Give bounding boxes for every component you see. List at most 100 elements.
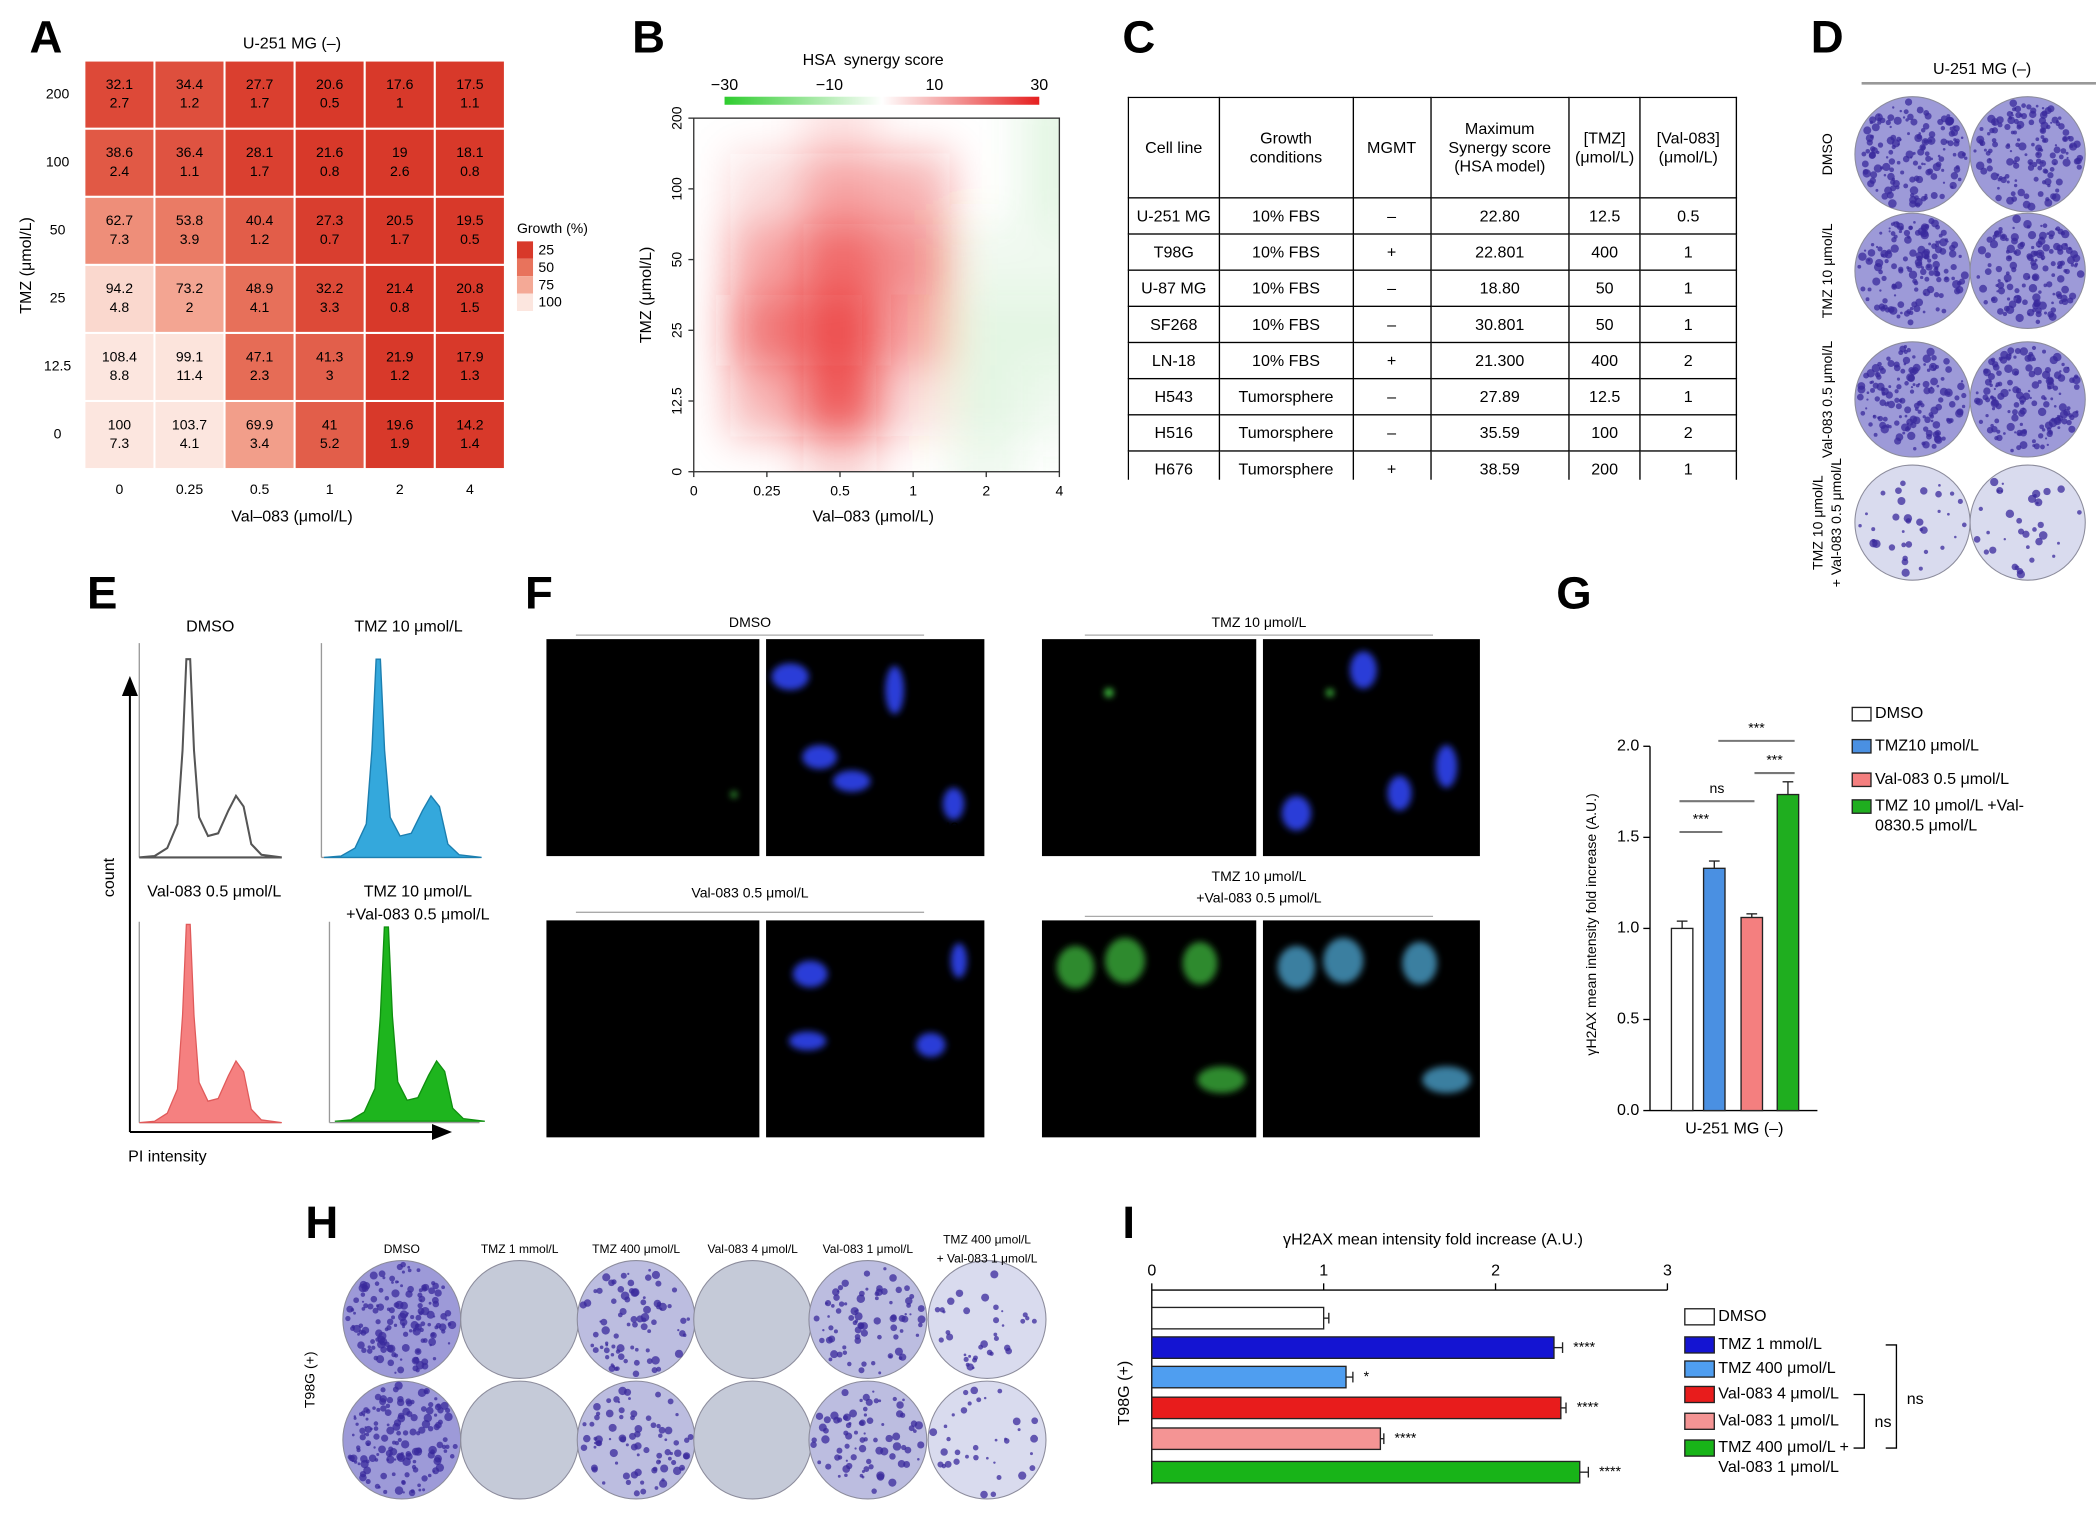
colony (449, 1454, 455, 1459)
colony (2014, 431, 2017, 434)
colony (1983, 148, 1987, 152)
colony (428, 1301, 432, 1305)
colony (1928, 412, 1934, 417)
colony (1903, 109, 1909, 115)
plate (808, 1380, 928, 1500)
colony (846, 1462, 853, 1470)
colony (1865, 512, 1868, 516)
cell-error: 2.7 (110, 95, 130, 111)
colony (416, 1431, 421, 1436)
colony (681, 1467, 684, 1470)
table-cell: 1 (1639, 377, 1738, 416)
colony (835, 1308, 842, 1314)
colony (386, 1423, 390, 1427)
colony (1990, 477, 1999, 487)
colony (628, 1397, 631, 1401)
legend-swatch (516, 293, 534, 312)
colony (1933, 270, 1940, 277)
cell-error: 8.8 (110, 367, 130, 383)
column-label: TMZ 1 mmol/L (481, 1242, 559, 1256)
colony (627, 1272, 630, 1275)
colony (1928, 387, 1935, 394)
colony (1893, 234, 1898, 239)
colony (376, 1407, 381, 1412)
colony (405, 1398, 412, 1405)
colony (909, 1313, 912, 1316)
colony (2054, 144, 2058, 147)
colony (996, 1475, 1002, 1481)
colony (1946, 114, 1951, 119)
table-row: T98G 10% FBS +22.801 400 1 (1127, 233, 1738, 271)
synergy-cell (949, 294, 1023, 366)
colony (1874, 371, 1881, 378)
colony (1957, 498, 1963, 505)
colony (1986, 426, 1994, 434)
colony (1871, 539, 1876, 543)
y-tick-label: 200 (46, 85, 70, 101)
colony (1865, 148, 1871, 154)
colony (2042, 223, 2048, 228)
colony (2058, 123, 2065, 130)
plate (460, 1380, 580, 1500)
colony (1933, 292, 1940, 298)
colony (1893, 116, 1902, 125)
colony (1880, 166, 1884, 170)
colony (898, 1314, 906, 1322)
colony (965, 1362, 970, 1367)
colony (1915, 175, 1924, 184)
colony (634, 1442, 642, 1450)
bar (1740, 916, 1764, 1112)
table-cell: 2 (1639, 414, 1738, 452)
colony (2008, 353, 2012, 357)
heatmap-cell (293, 399, 366, 471)
colony (1931, 355, 1937, 361)
colony (640, 1299, 647, 1306)
colony (427, 1473, 432, 1478)
table: Cell line Growth conditions MGMT Maximum Sy… (1127, 96, 1738, 480)
colony (373, 1446, 376, 1449)
colony (1949, 491, 1955, 496)
colony (667, 1398, 674, 1405)
colony (2017, 188, 2026, 197)
colony (359, 1434, 366, 1441)
colony (863, 1432, 866, 1435)
colony (605, 1409, 614, 1418)
colony (1891, 177, 1896, 181)
synergy-cell (730, 294, 804, 366)
colony (1893, 294, 1897, 297)
colony (2032, 302, 2040, 310)
cell-value: 19 (392, 144, 408, 160)
x-axis-label: Val–083 (μmol/L) (231, 508, 352, 526)
colony (859, 1419, 866, 1426)
colony (900, 1412, 906, 1418)
colony (378, 1445, 386, 1454)
colony (1913, 221, 1916, 224)
cell-value: 47.1 (246, 348, 274, 364)
colony (1900, 311, 1903, 315)
table-cell: 200 (1568, 450, 1641, 480)
colony (359, 1473, 367, 1482)
colony (1951, 276, 1955, 281)
legend-label: TMZ10 μmol/L (1875, 735, 1979, 755)
colony (905, 1297, 913, 1305)
colony (2066, 406, 2071, 411)
colony (1878, 269, 1883, 275)
colony (1992, 363, 2000, 371)
colony (831, 1304, 835, 1308)
colony (1935, 307, 1940, 312)
colony (2035, 319, 2041, 325)
significance-label: **** (1573, 1338, 1595, 1354)
colony (2014, 249, 2022, 256)
cell-error: 0.8 (320, 163, 340, 179)
colony (1890, 134, 1897, 141)
colony (1925, 263, 1933, 271)
heatmap-cell (433, 127, 506, 198)
colony (1992, 141, 1999, 148)
colony (1889, 167, 1895, 173)
cell-value: 41.3 (316, 348, 344, 364)
heatmap-cell (363, 59, 436, 130)
legend-entry: TMZ 1 mmol/L (1718, 1334, 1822, 1353)
colony (2012, 214, 2021, 224)
colony (1025, 1316, 1030, 1321)
